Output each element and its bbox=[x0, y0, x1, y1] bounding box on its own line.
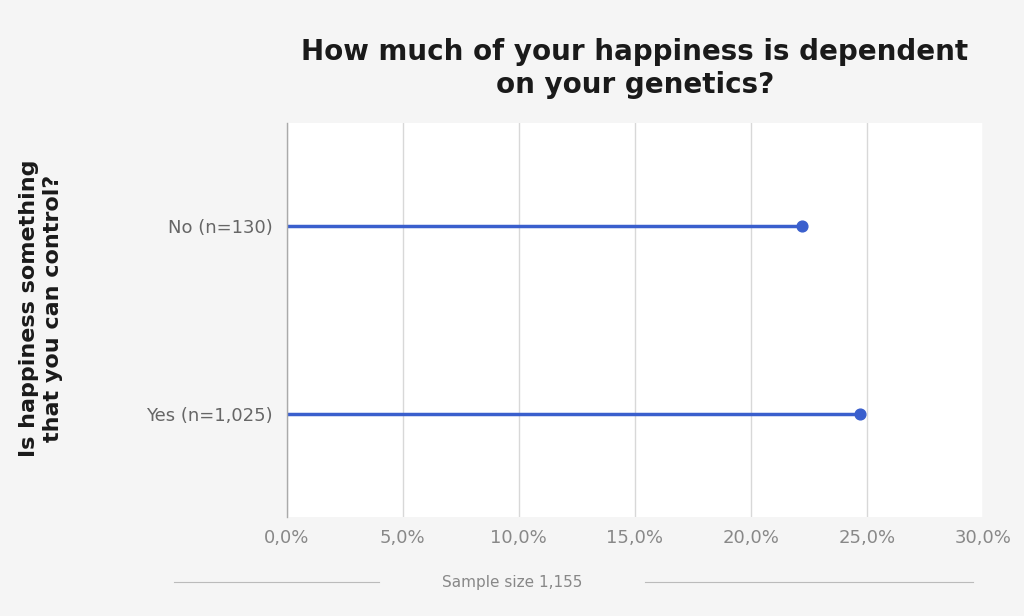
Text: Is happiness something
that you can control?: Is happiness something that you can cont… bbox=[19, 160, 62, 456]
Point bbox=[794, 222, 810, 232]
Title: How much of your happiness is dependent
on your genetics?: How much of your happiness is dependent … bbox=[301, 38, 969, 99]
Point bbox=[852, 409, 868, 419]
Text: Sample size 1,155: Sample size 1,155 bbox=[441, 575, 583, 590]
